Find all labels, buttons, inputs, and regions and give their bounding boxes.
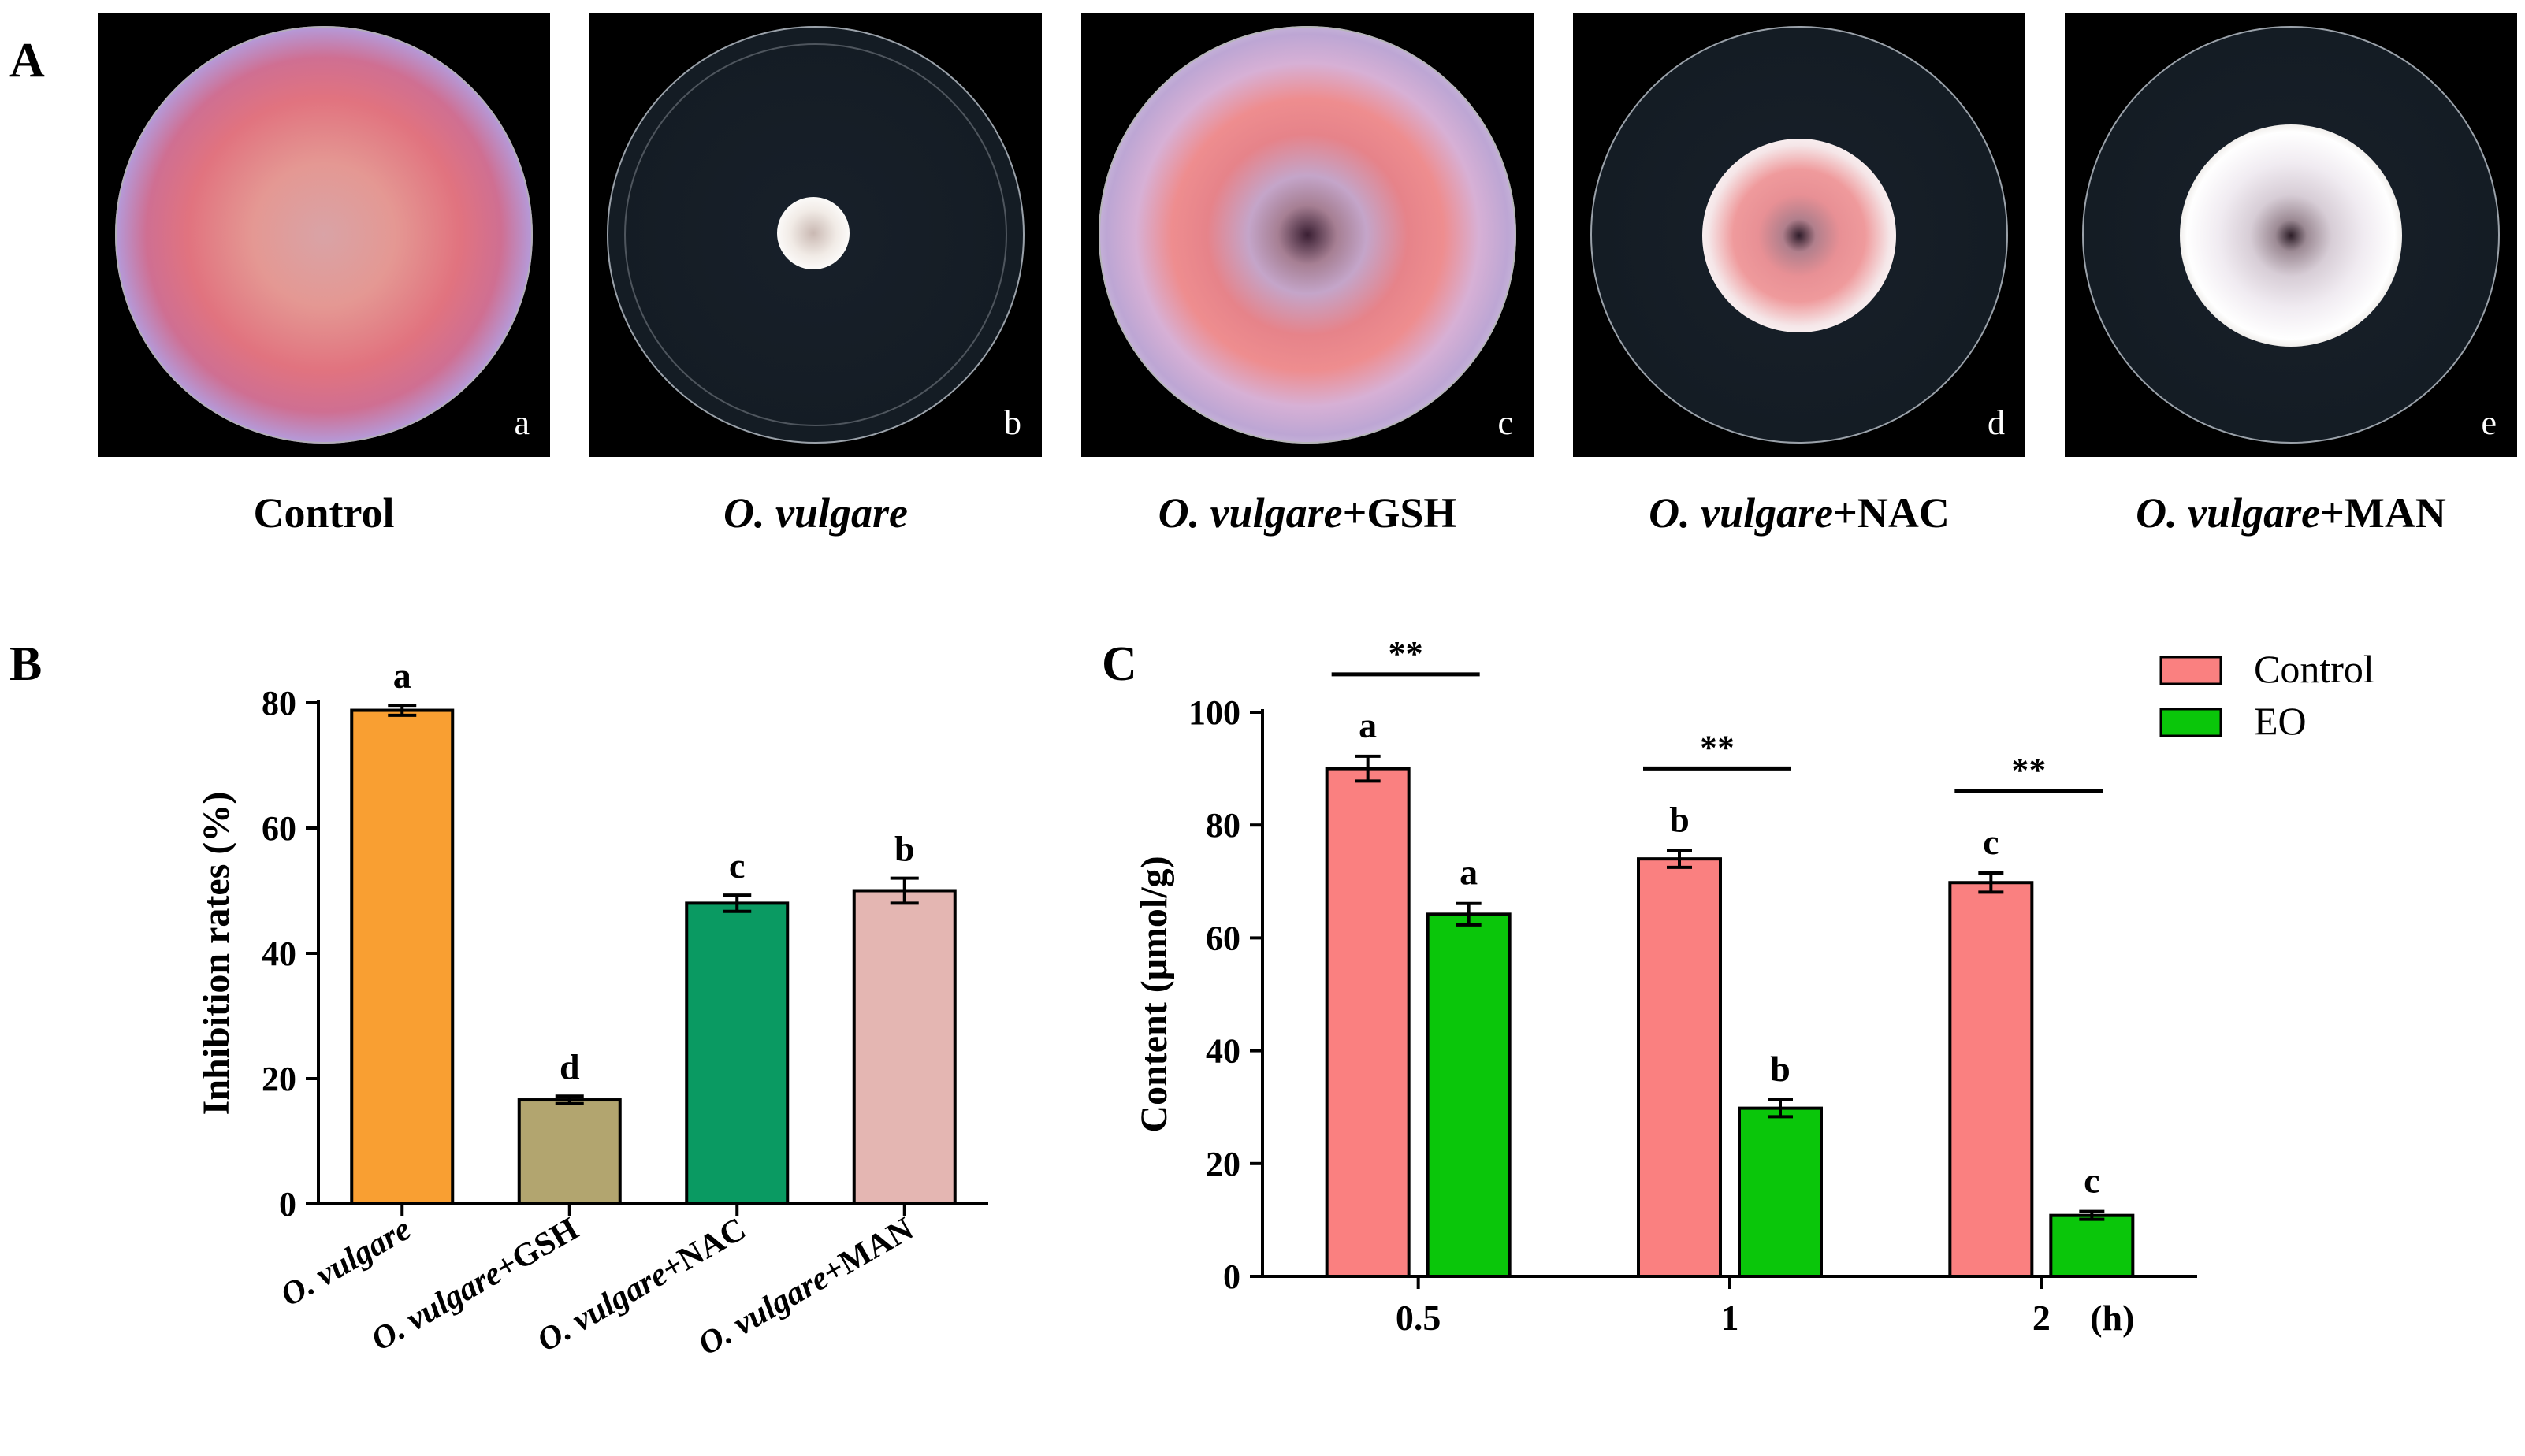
caption-italic: O. vulgare xyxy=(2136,489,2321,537)
x-tick-label-italic: O. vulgare xyxy=(693,1260,835,1363)
caption-oregano-gsh: O. vulgare+GSH xyxy=(1081,488,1534,537)
panel-label-b: B xyxy=(9,637,43,691)
photo-tag: e xyxy=(2481,403,2497,442)
plate-rim xyxy=(607,26,1025,444)
significance-letter: d xyxy=(560,1046,580,1086)
petri-photo-oregano-man: e xyxy=(2065,13,2517,457)
x-tick-label-suffix: +MAN xyxy=(816,1211,920,1291)
legend-label: Control xyxy=(2254,647,2374,691)
bar xyxy=(1637,857,1722,1279)
caption-oregano-nac: O. vulgare+NAC xyxy=(1573,488,2025,537)
caption-italic: O. vulgare xyxy=(723,489,908,537)
caption-oregano-man: O. vulgare+MAN xyxy=(2065,488,2517,537)
bar xyxy=(1325,767,1411,1279)
significance-letter: c xyxy=(1983,822,1999,862)
y-tick-label: 80 xyxy=(1206,806,1240,845)
x-tick-label-italic: O. vulgare xyxy=(366,1255,508,1358)
caption-suffix: Control xyxy=(253,489,395,537)
plate-rim xyxy=(1590,26,2008,444)
colony xyxy=(1702,139,1896,332)
y-tick-label: 20 xyxy=(262,1060,296,1098)
x-tick-label-italic: O. vulgare xyxy=(531,1256,674,1359)
bar xyxy=(685,901,790,1205)
y-tick-label: 40 xyxy=(262,934,296,973)
legend-label: EO xyxy=(2254,699,2307,743)
caption-suffix: +MAN xyxy=(2320,489,2446,537)
y-axis-label: Inhibition rates (%) xyxy=(195,792,237,1116)
bar xyxy=(1426,912,1512,1278)
photo-tag: a xyxy=(514,403,530,442)
y-tick-label: 80 xyxy=(262,684,296,722)
panel-label-a: A xyxy=(9,34,45,87)
caption-suffix: +NAC xyxy=(1833,489,1950,537)
significance-letter: a xyxy=(1359,705,1377,745)
colony xyxy=(777,197,850,269)
y-tick-label: 20 xyxy=(1206,1145,1240,1183)
significance-stars: ** xyxy=(1700,728,1735,767)
legend-swatch xyxy=(2159,708,2222,737)
x-tick-label: 1 xyxy=(1721,1298,1739,1338)
caption-italic: O. vulgare xyxy=(1158,489,1343,537)
significance-stars: ** xyxy=(2011,751,2046,789)
caption-italic: O. vulgare xyxy=(1649,489,1834,537)
bar xyxy=(852,889,957,1205)
x-tick-label: 2 xyxy=(2032,1298,2051,1338)
significance-letter: a xyxy=(393,656,411,696)
plate-rim xyxy=(2082,26,2500,444)
y-tick-label: 0 xyxy=(279,1185,296,1224)
photo-tag: c xyxy=(1497,403,1513,442)
y-tick-label: 60 xyxy=(262,809,296,848)
caption-oregano: O. vulgare xyxy=(589,488,1042,537)
chart-inhibition-rates: 0 20 40 60 80 Inhibition rates (%) a O. vulgare… xyxy=(195,656,988,1363)
significance-letter: b xyxy=(1770,1049,1791,1089)
y-tick-label: 40 xyxy=(1206,1032,1240,1071)
bar xyxy=(517,1098,622,1206)
petri-photo-oregano: b xyxy=(589,13,1042,457)
petri-photo-oregano-gsh: c xyxy=(1081,13,1534,457)
petri-photo-oregano-nac: d xyxy=(1573,13,2025,457)
caption-control: Control xyxy=(98,488,550,537)
plate-rim xyxy=(115,26,533,444)
significance-stars: ** xyxy=(1389,634,1423,673)
x-tick-label: 0.5 xyxy=(1396,1298,1441,1338)
bar xyxy=(350,708,455,1206)
caption-suffix: +GSH xyxy=(1342,489,1457,537)
significance-letter: c xyxy=(2084,1161,2099,1201)
bar xyxy=(1948,881,2034,1278)
bar xyxy=(1738,1106,1823,1279)
y-tick-label: 0 xyxy=(1223,1257,1240,1296)
photo-tag: b xyxy=(1004,403,1021,442)
legend-swatch xyxy=(2159,656,2222,685)
significance-letter: c xyxy=(729,845,745,886)
x-tick-label-italic: O. vulgare xyxy=(275,1211,418,1314)
x-axis-unit-label: (h) xyxy=(2090,1298,2134,1338)
x-tick-label-suffix: +NAC xyxy=(656,1211,753,1287)
significance-letter: b xyxy=(1669,799,1690,839)
bar xyxy=(2049,1213,2135,1278)
y-tick-label: 100 xyxy=(1188,693,1240,732)
chart-content: 0 20 40 60 80 100 Content (μmol/g) a a ** 0.5 b b ** 1… xyxy=(1133,634,2374,1338)
panel-label-c: C xyxy=(1102,637,1137,691)
y-tick-label: 60 xyxy=(1206,919,1240,957)
colony xyxy=(2180,124,2402,347)
y-axis-label: Content (μmol/g) xyxy=(1133,856,1175,1132)
petri-photo-control: a xyxy=(98,13,550,457)
photo-tag: d xyxy=(1988,403,2005,442)
plate-rim xyxy=(1099,26,1516,444)
significance-letter: a xyxy=(1460,852,1478,893)
significance-letter: b xyxy=(894,829,915,869)
plate-inner-rim xyxy=(624,43,1007,426)
x-tick-label-suffix: +GSH xyxy=(489,1211,585,1287)
x-tick-label: O. vulgare xyxy=(275,1211,418,1314)
